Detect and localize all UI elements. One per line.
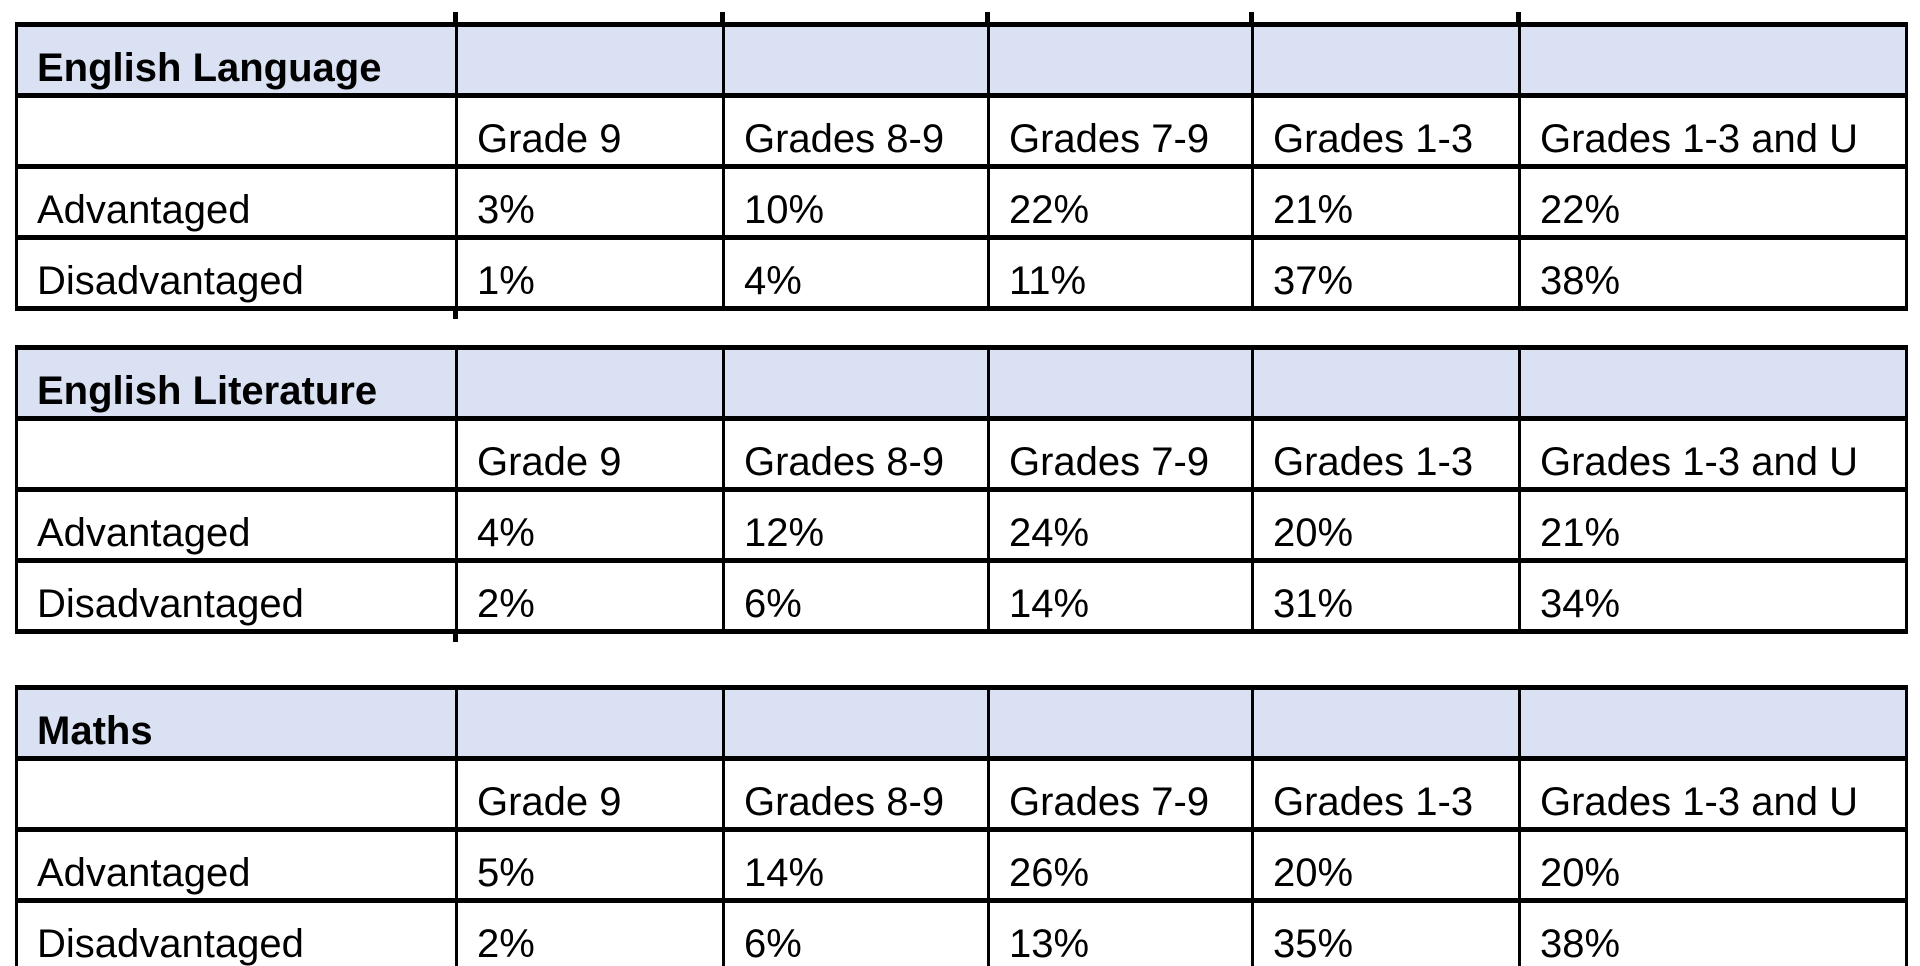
empty-band-cell: [1251, 685, 1521, 761]
english-literature-table: English Literature Grade 9 Grades 8-9 Gr…: [15, 345, 1908, 634]
value-cell: 12%: [722, 487, 990, 563]
value-cell: 1%: [455, 235, 725, 311]
table-row: Advantaged 3% 10% 22% 21% 22%: [15, 164, 1908, 240]
table-row: Disadvantaged 2% 6% 14% 31% 34%: [15, 558, 1908, 634]
value-cell: 24%: [987, 487, 1254, 563]
english-language-table: English Language Grade 9 Grades 8-9 Grad…: [15, 22, 1908, 311]
row-label: Disadvantaged: [15, 558, 458, 634]
column-header: Grades 1-3 and U: [1518, 93, 1908, 169]
column-header-row: Grade 9 Grades 8-9 Grades 7-9 Grades 1-3…: [15, 756, 1908, 832]
column-header: Grades 7-9: [987, 756, 1254, 832]
value-cell: 38%: [1518, 898, 1908, 966]
column-header: Grade 9: [455, 416, 725, 492]
column-header: Grades 8-9: [722, 93, 990, 169]
value-cell: 20%: [1251, 487, 1521, 563]
english-language-table-wrap: English Language Grade 9 Grades 8-9 Grad…: [15, 12, 1908, 319]
column-header: Grades 1-3: [1251, 416, 1521, 492]
column-header: Grades 1-3: [1251, 93, 1521, 169]
column-header: Grades 1-3: [1251, 756, 1521, 832]
value-cell: 20%: [1518, 827, 1908, 903]
column-header: Grades 1-3 and U: [1518, 416, 1908, 492]
row-label: Disadvantaged: [15, 235, 458, 311]
column-header: Grade 9: [455, 756, 725, 832]
value-cell: 10%: [722, 164, 990, 240]
empty-band-cell: [987, 345, 1254, 421]
value-cell: 6%: [722, 898, 990, 966]
empty-band-cell: [722, 22, 990, 98]
column-header: Grades 8-9: [722, 416, 990, 492]
row-label: Advantaged: [15, 164, 458, 240]
value-cell: 21%: [1251, 164, 1521, 240]
column-header: Grades 8-9: [722, 756, 990, 832]
table-title: Maths: [15, 685, 458, 761]
value-cell: 13%: [987, 898, 1254, 966]
table-row: Disadvantaged 2% 6% 13% 35% 38%: [15, 898, 1908, 966]
value-cell: 20%: [1251, 827, 1521, 903]
gridline-stub: [453, 633, 458, 642]
empty-header-cell: [15, 93, 458, 169]
value-cell: 2%: [455, 898, 725, 966]
empty-band-cell: [1518, 345, 1908, 421]
value-cell: 22%: [1518, 164, 1908, 240]
table-title: English Literature: [15, 345, 458, 421]
table-title-row: English Language: [15, 22, 1908, 98]
value-cell: 4%: [722, 235, 990, 311]
table-row: Advantaged 4% 12% 24% 20% 21%: [15, 487, 1908, 563]
row-label: Disadvantaged: [15, 898, 458, 966]
empty-band-cell: [722, 345, 990, 421]
column-header-row: Grade 9 Grades 8-9 Grades 7-9 Grades 1-3…: [15, 93, 1908, 169]
gridline-stub: [985, 12, 990, 23]
english-literature-table-wrap: English Literature Grade 9 Grades 8-9 Gr…: [15, 345, 1908, 642]
value-cell: 2%: [455, 558, 725, 634]
empty-band-cell: [1251, 22, 1521, 98]
empty-band-cell: [455, 22, 725, 98]
value-cell: 4%: [455, 487, 725, 563]
empty-band-cell: [987, 22, 1254, 98]
gridline-stub: [453, 12, 458, 23]
column-header: Grades 7-9: [987, 416, 1254, 492]
value-cell: 38%: [1518, 235, 1908, 311]
maths-table: Maths Grade 9 Grades 8-9 Grades 7-9 Grad…: [15, 685, 1908, 966]
empty-band-cell: [1251, 345, 1521, 421]
value-cell: 14%: [722, 827, 990, 903]
table-title: English Language: [15, 22, 458, 98]
empty-band-cell: [1518, 22, 1908, 98]
value-cell: 11%: [987, 235, 1254, 311]
value-cell: 37%: [1251, 235, 1521, 311]
column-header: Grades 1-3 and U: [1518, 756, 1908, 832]
row-label: Advantaged: [15, 487, 458, 563]
value-cell: 34%: [1518, 558, 1908, 634]
empty-band-cell: [1518, 685, 1908, 761]
gridline-stub: [1249, 12, 1254, 23]
maths-table-wrap: Maths Grade 9 Grades 8-9 Grades 7-9 Grad…: [15, 685, 1908, 966]
value-cell: 22%: [987, 164, 1254, 240]
empty-header-cell: [15, 756, 458, 832]
column-header: Grade 9: [455, 93, 725, 169]
column-header-row: Grade 9 Grades 8-9 Grades 7-9 Grades 1-3…: [15, 416, 1908, 492]
gridline-stub: [720, 12, 725, 23]
column-header: Grades 7-9: [987, 93, 1254, 169]
table-title-row: Maths: [15, 685, 1908, 761]
empty-header-cell: [15, 416, 458, 492]
value-cell: 21%: [1518, 487, 1908, 563]
empty-band-cell: [722, 685, 990, 761]
table-row: Advantaged 5% 14% 26% 20% 20%: [15, 827, 1908, 903]
value-cell: 6%: [722, 558, 990, 634]
empty-band-cell: [455, 685, 725, 761]
gridline-stub: [453, 310, 458, 319]
empty-band-cell: [455, 345, 725, 421]
value-cell: 35%: [1251, 898, 1521, 966]
value-cell: 31%: [1251, 558, 1521, 634]
empty-band-cell: [987, 685, 1254, 761]
gridline-stub: [1516, 12, 1521, 23]
value-cell: 5%: [455, 827, 725, 903]
row-label: Advantaged: [15, 827, 458, 903]
value-cell: 14%: [987, 558, 1254, 634]
value-cell: 3%: [455, 164, 725, 240]
value-cell: 26%: [987, 827, 1254, 903]
table-row: Disadvantaged 1% 4% 11% 37% 38%: [15, 235, 1908, 311]
table-title-row: English Literature: [15, 345, 1908, 421]
